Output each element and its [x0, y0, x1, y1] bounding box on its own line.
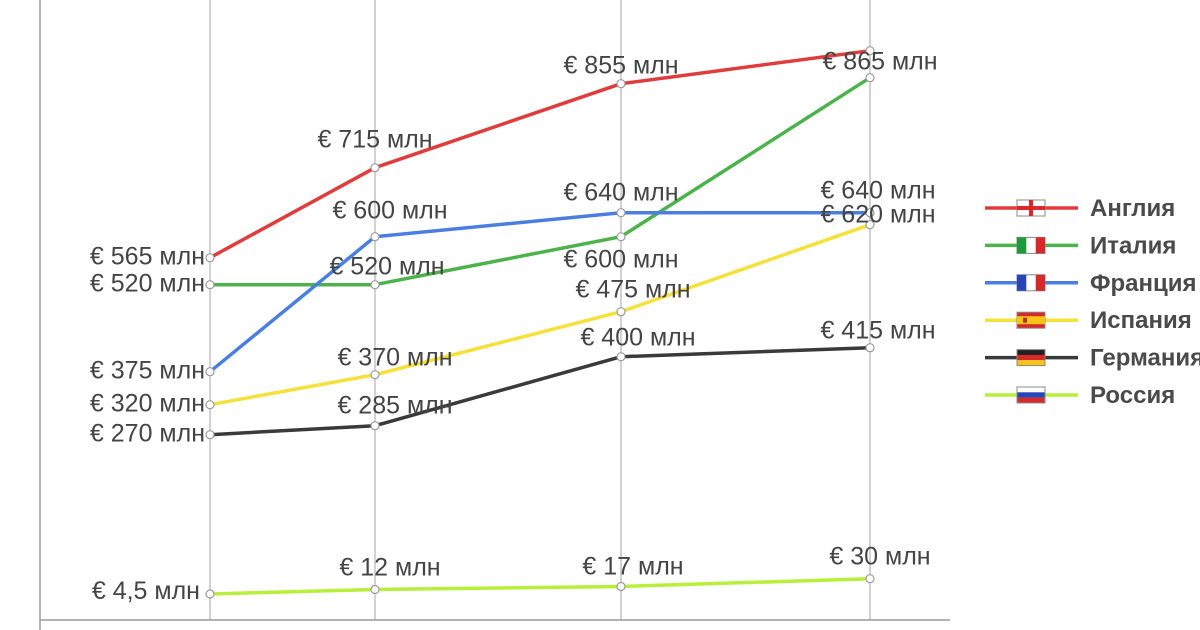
series-italy-point-2 [370, 280, 380, 290]
series-italy-data-label-4: € 865 млн [822, 48, 937, 76]
series-spain-data-label-3: € 475 млн [575, 276, 690, 304]
series-england-line [209, 48, 871, 260]
legend-label: Испания [1090, 307, 1192, 334]
series-spain-data-label-1: € 320 млн [90, 390, 205, 418]
series-spain [205, 220, 875, 410]
series-germany-data-label-3: € 400 млн [580, 324, 695, 352]
series-france-point-1 [205, 367, 215, 377]
series-spain-data-label-2: € 370 млн [337, 344, 452, 372]
series-spain-point-2 [370, 370, 380, 380]
series-spain-point-4 [865, 220, 875, 230]
series-italy-data-label-1: € 520 млн [90, 270, 205, 298]
legend-item-russia: Россия [985, 382, 1175, 409]
series-france-point-2 [370, 232, 380, 242]
series-russia-point-3 [616, 581, 626, 592]
series-germany-data-label-2: € 285 млн [337, 392, 452, 420]
series-russia-line [209, 576, 871, 596]
series-italy-point-3 [616, 232, 626, 242]
series-england-point-3 [616, 79, 626, 89]
legend-label: Италия [1090, 232, 1176, 259]
series-france-data-label-1: € 375 млн [90, 357, 205, 385]
legend-label: Франция [1090, 270, 1197, 297]
series-england-data-label-2: € 715 млн [317, 126, 432, 154]
series-russia-point-2 [370, 584, 380, 595]
series-france-data-label-2: € 600 млн [332, 197, 447, 225]
series-england-point-4 [865, 46, 875, 56]
series-france-point-3 [616, 208, 626, 218]
england-flag-icon [1016, 199, 1046, 217]
series-italy-point-1 [205, 280, 215, 290]
series-germany-point-2 [370, 421, 380, 431]
series-spain-line [209, 223, 871, 407]
series-germany-line [209, 345, 871, 437]
series-england-point-1 [205, 253, 215, 263]
legend-item-spain: Испания [985, 307, 1192, 334]
series-france-data-label-3: € 640 млн [563, 179, 678, 207]
series-russia-point-1 [205, 589, 215, 599]
legend-label: Англия [1090, 195, 1175, 222]
series-germany-point-3 [616, 352, 626, 362]
series-germany [205, 343, 875, 440]
series-england-point-2 [370, 163, 380, 173]
series-spain-data-label-4: € 620 млн [820, 201, 935, 229]
series-russia-point-4 [865, 574, 875, 584]
series-england-data-label-3: € 855 млн [563, 52, 678, 80]
series-italy-data-label-3: € 600 млн [563, 246, 678, 274]
series-italy [205, 73, 875, 290]
series-germany-data-label-4: € 415 млн [820, 317, 935, 345]
series-england [205, 46, 875, 263]
spain-flag-icon [1016, 311, 1046, 329]
series-russia-data-label-3: € 17 млн [582, 553, 683, 581]
series-spain-point-3 [616, 307, 626, 317]
germany-flag-icon [1016, 349, 1046, 367]
series-layer [205, 46, 875, 599]
grid-lines [209, 0, 871, 620]
series-france-data-label-4: € 640 млн [820, 177, 935, 205]
legend-label: Россия [1090, 382, 1175, 409]
france-flag-icon [1016, 274, 1046, 292]
data-labels-layer: € 565 млн € 715 млн € 855 млн € 520 млн € 52… [90, 48, 938, 605]
series-russia-data-label-2: € 12 млн [339, 554, 440, 582]
series-italy-line [210, 76, 871, 287]
russia-flag-icon [1016, 386, 1046, 404]
series-france-line [208, 210, 870, 374]
legend-label: Германия [1090, 345, 1200, 372]
series-russia [205, 574, 875, 599]
series-russia-data-label-4: € 30 млн [829, 543, 930, 571]
axes [39, 0, 950, 630]
legend-item-germany: Германия [985, 345, 1200, 372]
series-germany-point-4 [865, 343, 875, 353]
series-italy-data-label-2: € 520 млн [329, 253, 444, 281]
italy-flag-icon [1016, 236, 1046, 254]
series-spain-point-1 [205, 400, 215, 410]
series-germany-data-label-1: € 270 млн [90, 420, 205, 448]
series-france-point-4 [865, 208, 875, 218]
legend-item-italy: Италия [985, 232, 1176, 259]
series-russia-data-label-1: € 4,5 млн [92, 577, 200, 605]
series-germany-point-1 [205, 430, 215, 440]
series-france [205, 208, 875, 377]
series-italy-point-4 [865, 73, 875, 83]
legend-item-france: Франция [985, 270, 1197, 297]
series-england-data-label-1: € 565 млн [90, 243, 205, 271]
legend: Англия Италия Франция Испания Германия Россия [985, 195, 1200, 409]
legend-item-england: Англия [985, 195, 1175, 222]
